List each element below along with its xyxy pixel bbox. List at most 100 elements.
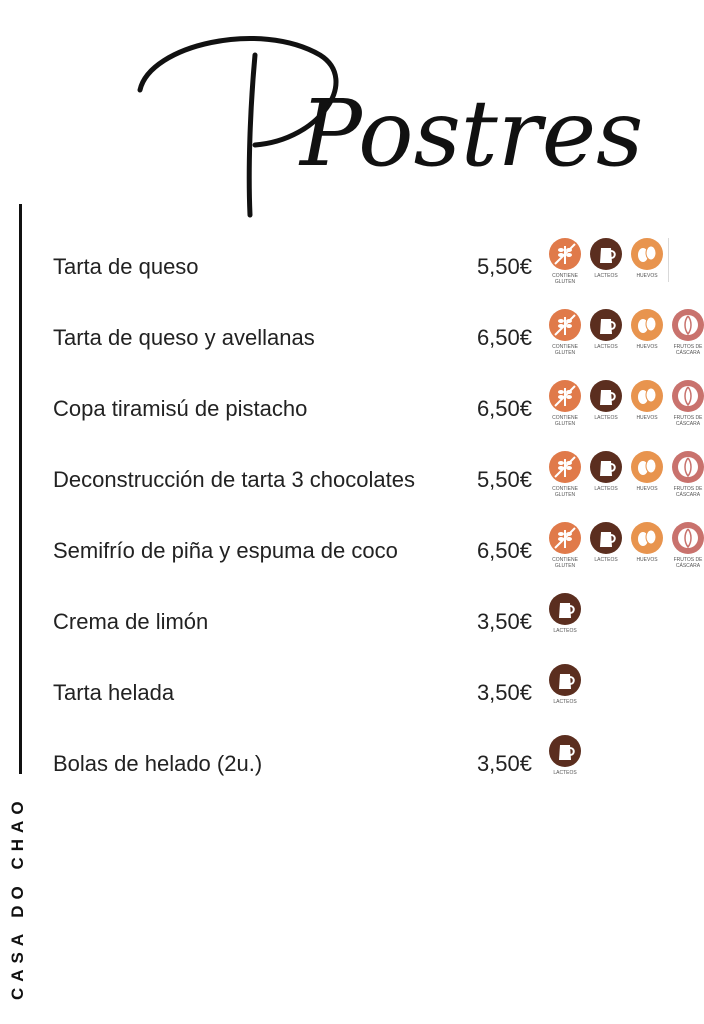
gluten-icon bbox=[549, 380, 581, 412]
item-name: Tarta helada bbox=[53, 680, 175, 705]
allergen-gluten: CONTIENE GLUTEN bbox=[548, 522, 582, 582]
allergen-label: LACTEOS bbox=[594, 557, 618, 563]
allergen-label: FRUTOS DE CÁSCARA bbox=[673, 557, 703, 569]
eggs-icon bbox=[631, 238, 663, 270]
item-price: 6,50€ bbox=[476, 538, 532, 563]
item-name: Crema de limón bbox=[53, 609, 209, 634]
item-price: 3,50€ bbox=[476, 751, 532, 776]
dairy-icon bbox=[549, 664, 581, 696]
allergen-list: CONTIENE GLUTEN LACTEOS HUEVOS FRUTOS DE CÁ… bbox=[548, 309, 704, 369]
nuts-icon bbox=[672, 451, 704, 483]
allergen-frutos: FRUTOS DE CÁSCARA bbox=[671, 309, 704, 369]
allergen-gluten: CONTIENE GLUTEN bbox=[548, 380, 582, 440]
allergen-label: HUEVOS bbox=[636, 273, 658, 279]
title-text: Postres bbox=[298, 80, 643, 187]
nuts-icon bbox=[672, 380, 704, 412]
allergen-list: CONTIENE GLUTEN LACTEOS HUEVOS bbox=[548, 238, 669, 298]
allergen-frutos: FRUTOS DE CÁSCARA bbox=[671, 451, 704, 511]
menu-item: Crema de limón 3,50€ LACTEOS bbox=[0, 593, 704, 653]
allergen-lacteos: LACTEOS bbox=[589, 238, 623, 298]
menu-item: Copa tiramisú de pistacho 6,50€ CONTIENE G… bbox=[0, 380, 704, 440]
allergen-huevos: HUEVOS bbox=[630, 309, 664, 369]
vertical-divider bbox=[19, 204, 22, 774]
item-price: 5,50€ bbox=[476, 467, 532, 492]
allergen-label: FRUTOS DE CÁSCARA bbox=[673, 415, 703, 427]
item-name: Tarta de queso y avellanas bbox=[53, 325, 315, 350]
allergen-label: CONTIENE GLUTEN bbox=[552, 486, 578, 498]
allergen-label: LACTEOS bbox=[553, 699, 577, 705]
allergen-label: LACTEOS bbox=[553, 770, 577, 776]
brand-name: CASA DO CHAO bbox=[8, 795, 27, 1000]
allergen-frutos: FRUTOS DE CÁSCARA bbox=[671, 522, 704, 582]
title-flourish bbox=[137, 36, 339, 148]
dairy-icon bbox=[590, 309, 622, 341]
allergen-label: CONTIENE GLUTEN bbox=[552, 557, 578, 569]
page-title: Postres bbox=[0, 10, 704, 220]
dairy-icon bbox=[590, 522, 622, 554]
menu-item: Bolas de helado (2u.) 3,50€ LACTEOS bbox=[0, 735, 704, 795]
allergen-label: LACTEOS bbox=[594, 486, 618, 492]
gluten-icon bbox=[549, 309, 581, 341]
item-name: Copa tiramisú de pistacho bbox=[53, 396, 308, 421]
title-stem bbox=[246, 52, 258, 218]
allergen-lacteos: LACTEOS bbox=[589, 309, 623, 369]
allergen-list: LACTEOS bbox=[548, 593, 582, 653]
item-name: Semifrío de piña y espuma de coco bbox=[53, 538, 398, 563]
allergen-lacteos: LACTEOS bbox=[548, 664, 582, 724]
allergen-list: CONTIENE GLUTEN LACTEOS HUEVOS FRUTOS DE CÁ… bbox=[548, 380, 704, 440]
allergen-list: CONTIENE GLUTEN LACTEOS HUEVOS FRUTOS DE CÁ… bbox=[548, 451, 704, 511]
eggs-icon bbox=[631, 309, 663, 341]
gluten-icon bbox=[549, 238, 581, 270]
title-script: Postres bbox=[137, 36, 643, 218]
eggs-icon bbox=[631, 522, 663, 554]
allergen-label: HUEVOS bbox=[636, 486, 658, 492]
menu-item: Tarta de queso y avellanas 6,50€ CONTIENE … bbox=[0, 309, 704, 369]
gluten-icon bbox=[549, 522, 581, 554]
gluten-icon bbox=[549, 451, 581, 483]
menu-item: Tarta de queso 5,50€ CONTIENE GLUTEN LACTEO… bbox=[0, 238, 704, 298]
allergen-huevos: HUEVOS bbox=[630, 522, 664, 582]
allergen-label: LACTEOS bbox=[594, 273, 618, 279]
allergen-lacteos: LACTEOS bbox=[589, 451, 623, 511]
eggs-icon bbox=[631, 451, 663, 483]
item-price: 5,50€ bbox=[476, 254, 532, 279]
item-name: Bolas de helado (2u.) bbox=[53, 751, 263, 776]
allergen-label: LACTEOS bbox=[594, 415, 618, 421]
dairy-icon bbox=[590, 380, 622, 412]
allergen-frutos: FRUTOS DE CÁSCARA bbox=[671, 380, 704, 440]
allergen-label: CONTIENE GLUTEN bbox=[552, 415, 578, 427]
item-price: 6,50€ bbox=[476, 396, 532, 421]
allergen-huevos: HUEVOS bbox=[630, 380, 664, 440]
menu-item: Deconstrucción de tarta 3 chocolates 5,50… bbox=[0, 451, 704, 511]
item-name: Deconstrucción de tarta 3 chocolates bbox=[53, 467, 415, 492]
allergen-label: CONTIENE GLUTEN bbox=[552, 273, 578, 285]
allergen-lacteos: LACTEOS bbox=[548, 593, 582, 653]
allergen-label: LACTEOS bbox=[553, 628, 577, 634]
allergen-list: LACTEOS bbox=[548, 735, 582, 795]
item-price: 6,50€ bbox=[476, 325, 532, 350]
dairy-icon bbox=[590, 238, 622, 270]
allergen-huevos: HUEVOS bbox=[630, 238, 664, 298]
allergen-label: HUEVOS bbox=[636, 415, 658, 421]
allergen-lacteos: LACTEOS bbox=[589, 380, 623, 440]
allergen-list: LACTEOS bbox=[548, 664, 582, 724]
allergen-gluten: CONTIENE GLUTEN bbox=[548, 451, 582, 511]
dairy-icon bbox=[549, 735, 581, 767]
allergen-separator bbox=[668, 238, 669, 282]
item-price: 3,50€ bbox=[476, 680, 532, 705]
allergen-lacteos: LACTEOS bbox=[548, 735, 582, 795]
menu-item: Semifrío de piña y espuma de coco 6,50€ CO… bbox=[0, 522, 704, 582]
allergen-lacteos: LACTEOS bbox=[589, 522, 623, 582]
allergen-gluten: CONTIENE GLUTEN bbox=[548, 238, 582, 298]
allergen-label: LACTEOS bbox=[594, 344, 618, 350]
item-price: 3,50€ bbox=[476, 609, 532, 634]
eggs-icon bbox=[631, 380, 663, 412]
allergen-label: FRUTOS DE CÁSCARA bbox=[673, 486, 703, 498]
allergen-label: FRUTOS DE CÁSCARA bbox=[673, 344, 703, 356]
nuts-icon bbox=[672, 309, 704, 341]
allergen-label: CONTIENE GLUTEN bbox=[552, 344, 578, 356]
allergen-list: CONTIENE GLUTEN LACTEOS HUEVOS FRUTOS DE CÁ… bbox=[548, 522, 704, 582]
allergen-label: HUEVOS bbox=[636, 557, 658, 563]
menu-item: Tarta helada 3,50€ LACTEOS bbox=[0, 664, 704, 724]
dairy-icon bbox=[549, 593, 581, 625]
